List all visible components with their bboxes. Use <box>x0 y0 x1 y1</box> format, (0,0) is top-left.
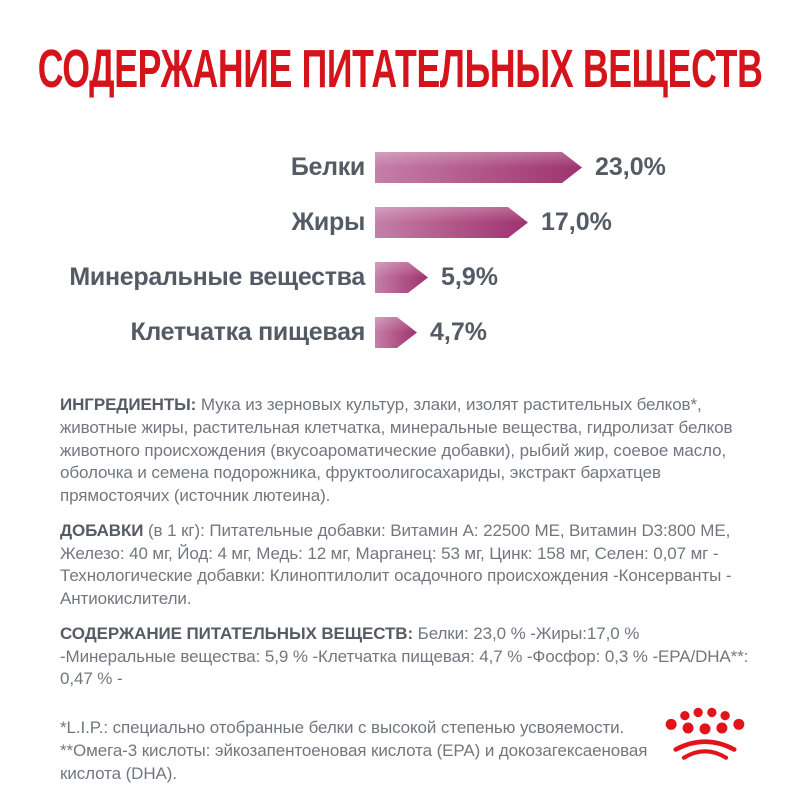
bar-value-label: 4,7% <box>430 318 487 346</box>
bar-label: Жиры <box>291 208 366 236</box>
chart-row-proteins: Белки 23,0% <box>0 152 800 183</box>
ingredients-body: Мука из зерновых культур, злаки, изолят … <box>60 395 733 506</box>
chart-row-fiber: Клетчатка пищевая 4,7% <box>0 317 800 348</box>
title-wrap: СОДЕРЖАНИЕ ПИТАТЕЛЬНЫХ ВЕЩЕСТВ <box>0 39 800 99</box>
nutrient-bar-chart: Белки 23,0% Жиры 17,0% Минеральные вещес… <box>0 152 800 372</box>
ingredients-paragraph: ИНГРЕДИЕНТЫ: Мука из зерновых культур, з… <box>60 394 752 508</box>
footnote-omega3: **Омега-3 кислоты: эйкозапентоеновая кис… <box>60 740 648 783</box>
additives-unit-note: (в 1 кг): <box>147 520 205 540</box>
text-sections: ИНГРЕДИЕНТЫ: Мука из зерновых культур, з… <box>60 394 752 785</box>
footnotes: *L.I.P.: специально отобранные белки с в… <box>60 717 712 785</box>
additives-heading: ДОБАВКИ <box>60 520 144 540</box>
ingredients-heading: ИНГРЕДИЕНТЫ: <box>60 395 197 414</box>
chart-row-minerals: Минеральные вещества 5,9% <box>0 262 800 293</box>
analysis-paragraph: СОДЕРЖАНИЕ ПИТАТЕЛЬНЫХ ВЕЩЕСТВ: Белки: 2… <box>60 623 752 691</box>
bar-value-label: 17,0% <box>541 208 612 236</box>
analysis-heading: СОДЕРЖАНИЕ ПИТАТЕЛЬНЫХ ВЕЩЕСТВ: <box>60 623 414 643</box>
bar-value-label: 5,9% <box>441 263 498 291</box>
bar-proteins <box>375 152 582 183</box>
bar-fats <box>375 207 528 238</box>
bar-value-label: 23,0% <box>595 153 666 181</box>
bar-fiber <box>375 317 417 348</box>
bar-label: Клетчатка пищевая <box>130 318 365 346</box>
royal-canin-crown-logo <box>662 702 748 764</box>
additives-paragraph: ДОБАВКИ (в 1 кг): Питательные добавки: В… <box>60 520 752 611</box>
additives-body: Питательные добавки: Витамин A: 22500 МЕ… <box>60 520 732 609</box>
bar-label: Белки <box>290 153 365 181</box>
crown-icon <box>665 707 745 760</box>
chart-row-fats: Жиры 17,0% <box>0 207 800 238</box>
analysis-body: Белки: 23,0 % -Жиры:17,0 % -Минеральные … <box>60 623 749 689</box>
bar-minerals <box>375 262 428 293</box>
footnote-lip: *L.I.P.: специально отобранные белки с в… <box>60 718 625 738</box>
page-title: СОДЕРЖАНИЕ ПИТАТЕЛЬНЫХ ВЕЩЕСТВ <box>37 39 763 99</box>
bar-label: Минеральные вещества <box>69 263 365 291</box>
